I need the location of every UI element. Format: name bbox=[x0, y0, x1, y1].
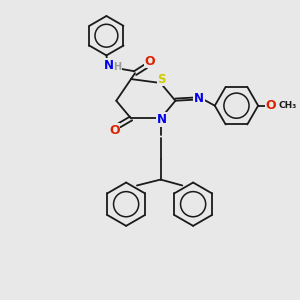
Text: N: N bbox=[157, 113, 166, 126]
Text: O: O bbox=[266, 99, 276, 112]
Text: H: H bbox=[113, 62, 121, 72]
Text: O: O bbox=[145, 55, 155, 68]
Text: CH₃: CH₃ bbox=[279, 101, 297, 110]
Text: O: O bbox=[109, 124, 120, 137]
Text: N: N bbox=[194, 92, 204, 105]
Text: S: S bbox=[157, 73, 166, 85]
Text: N: N bbox=[104, 59, 114, 72]
